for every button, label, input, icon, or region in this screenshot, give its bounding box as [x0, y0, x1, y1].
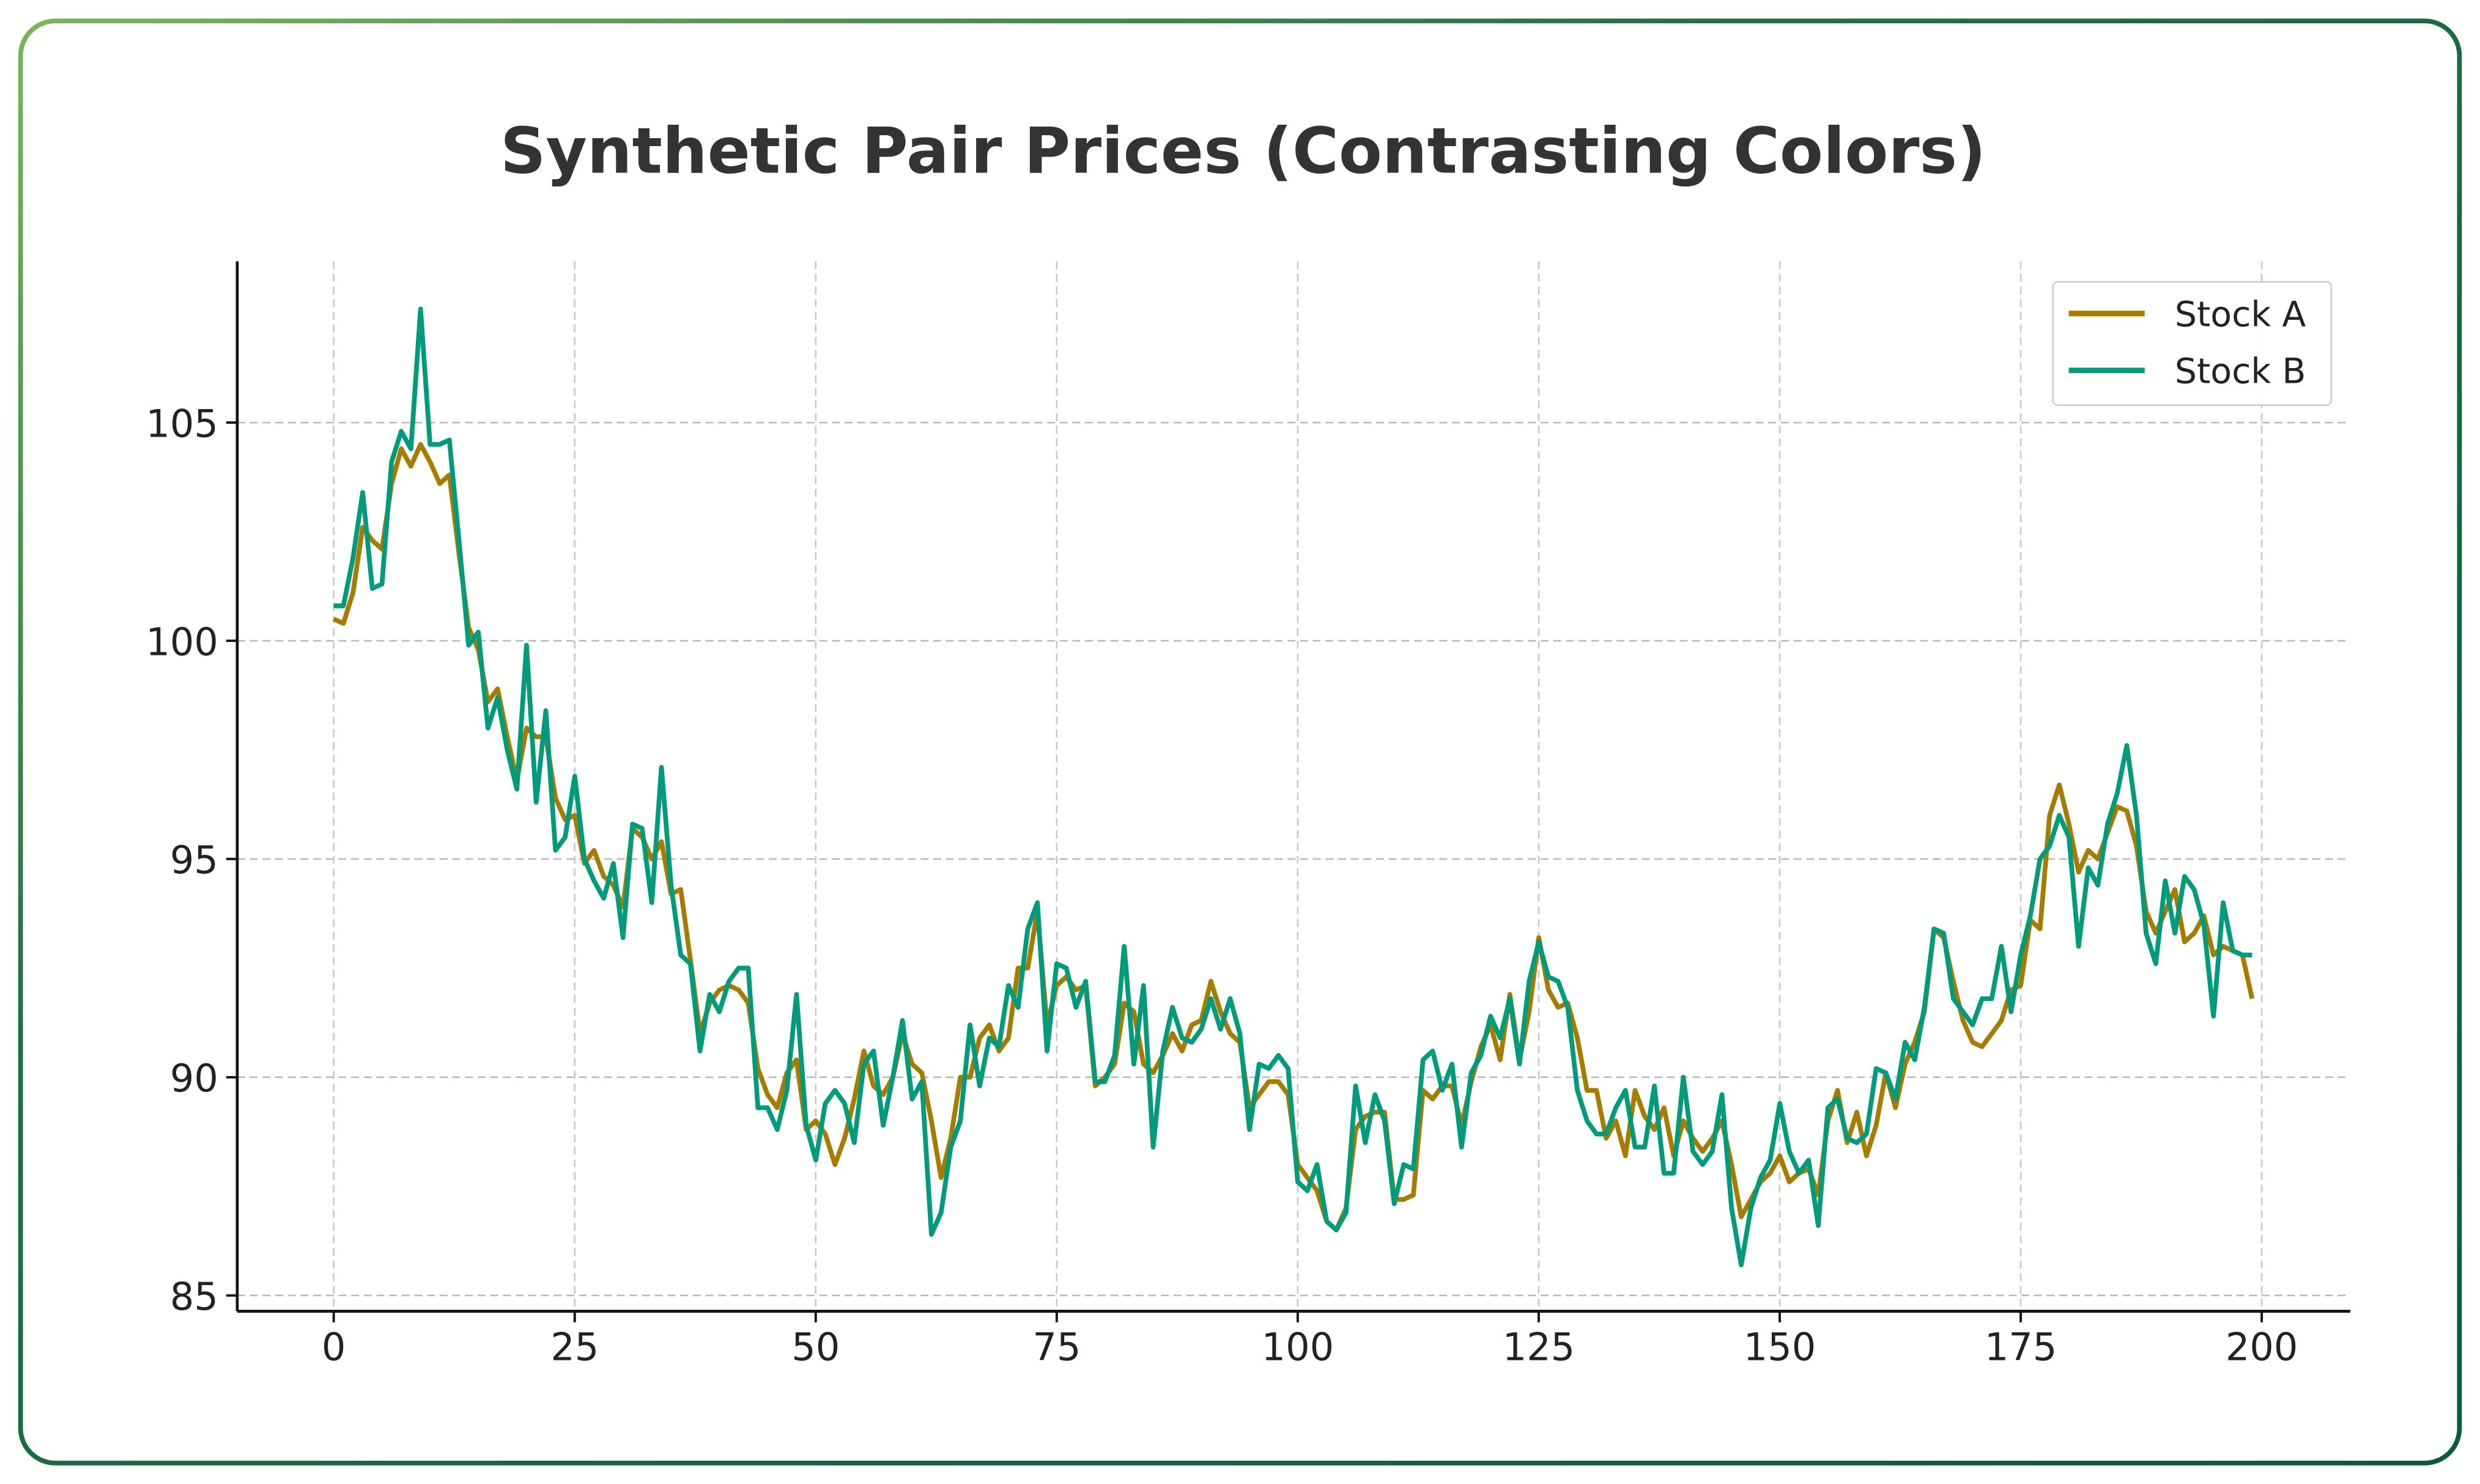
- x-tick-label: 150: [1744, 1325, 1816, 1370]
- y-tick-label: 90: [170, 1056, 218, 1101]
- y-tick-label: 95: [170, 838, 218, 882]
- grid: [237, 261, 2350, 1312]
- series-line-stock-b: [333, 306, 2252, 1268]
- x-tick-label: 25: [550, 1325, 599, 1370]
- x-tick-label: 100: [1262, 1325, 1334, 1370]
- series-lines: [333, 306, 2255, 1268]
- y-tick-label: 105: [146, 401, 218, 446]
- x-tick-label: 125: [1503, 1325, 1575, 1370]
- legend-label-stock-a: Stock A: [2175, 294, 2306, 334]
- x-tick-label: 175: [1985, 1325, 2057, 1370]
- card-frame: [18, 18, 2462, 1466]
- x-tick-label: 0: [322, 1325, 346, 1370]
- x-tick-label: 200: [2226, 1325, 2298, 1370]
- axes: 85 90 95 100 105 0 25 50 75 100 125 150 175 200: [146, 261, 2350, 1370]
- x-tick-label: 50: [791, 1325, 840, 1370]
- x-tick-label: 75: [1032, 1325, 1081, 1370]
- legend-label-stock-b: Stock B: [2175, 351, 2306, 391]
- chart-title: Synthetic Pair Prices (Contrasting Color…: [500, 115, 1986, 188]
- y-tick-label: 100: [146, 619, 218, 664]
- y-tick-label: 85: [170, 1274, 218, 1319]
- legend: Stock A Stock B: [2052, 281, 2333, 406]
